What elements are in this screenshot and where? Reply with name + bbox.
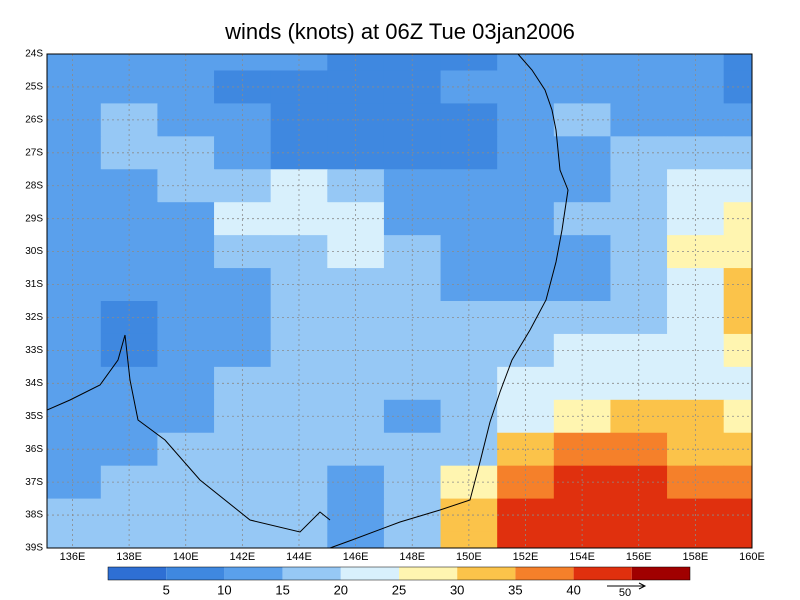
y-tick-label: 36S: [25, 444, 43, 455]
reference-arrow-head: [638, 582, 647, 590]
y-tick-label: 30S: [25, 246, 43, 257]
y-tick-label: 29S: [25, 213, 43, 224]
coastline-south: [47, 334, 331, 533]
colorbar-box: [224, 567, 283, 580]
speed-cell: [100, 54, 158, 71]
colorbar-box: [457, 567, 516, 580]
colorbar-label: 20: [334, 582, 348, 597]
y-tick-label: 28S: [25, 180, 43, 191]
speed-cell: [497, 465, 555, 500]
colorbar-box: [631, 567, 690, 580]
speed-cell: [667, 70, 725, 104]
speed-cell: [327, 301, 385, 335]
y-tick-label: 38S: [25, 510, 43, 521]
speed-cell: [327, 465, 385, 500]
colorbar-box: [515, 567, 574, 580]
speed-cell: [214, 54, 272, 71]
speed-cell: [440, 54, 498, 71]
colorbar-label: 35: [508, 582, 522, 597]
y-tick-label: 31S: [25, 279, 43, 290]
speed-cell: [157, 54, 215, 71]
speed-cell: [157, 465, 215, 500]
x-tick-label: 156E: [626, 551, 652, 563]
y-tick-label: 24S: [25, 49, 43, 60]
x-tick-label: 144E: [286, 551, 312, 563]
speed-cell: [610, 54, 668, 71]
x-tick-label: 152E: [513, 551, 539, 563]
colorbar-frame: [107, 566, 691, 581]
colorbar-box: [282, 567, 341, 580]
speed-cell: [497, 301, 555, 335]
colorbar-box: [573, 567, 632, 580]
x-tick-label: 140E: [173, 551, 199, 563]
colorbar-label: 25: [392, 582, 406, 597]
colorbar-label: 40: [566, 582, 580, 597]
colorbar-label: 5: [163, 582, 170, 597]
speed-cell: [327, 54, 385, 71]
speed-cell: [47, 54, 102, 71]
speed-cell: [723, 54, 752, 71]
colorbar-box: [166, 567, 225, 580]
x-tick-label: 154E: [569, 551, 595, 563]
colorbar-box: [108, 567, 167, 580]
y-tick-label: 35S: [25, 411, 43, 422]
colorbar-label: 10: [217, 582, 231, 597]
x-tick-label: 142E: [230, 551, 256, 563]
x-tick-label: 150E: [456, 551, 482, 563]
y-tick-label: 33S: [25, 345, 43, 356]
colorbar-label: 15: [275, 582, 289, 597]
coastline-east: [329, 54, 569, 548]
speed-cell: [47, 531, 102, 548]
x-tick-label: 138E: [116, 551, 142, 563]
y-tick-label: 25S: [25, 82, 43, 93]
y-tick-label: 26S: [25, 115, 43, 126]
y-tick-label: 27S: [25, 147, 43, 158]
colorbar-box: [399, 567, 458, 580]
x-tick-label: 136E: [60, 551, 86, 563]
colorbar: 5 10 15 20 25 30 35 40: [107, 566, 691, 597]
y-tick-label: 32S: [25, 312, 43, 323]
x-tick-label: 158E: [683, 551, 709, 563]
speed-cell: [667, 54, 725, 71]
reference-label: 50: [619, 587, 631, 599]
speed-cell: [383, 54, 442, 71]
speed-cell: [157, 301, 215, 335]
speed-cell: [667, 301, 725, 335]
x-tick-label: 148E: [399, 551, 425, 563]
speed-cell: [497, 70, 555, 104]
colorbar-box: [340, 567, 399, 580]
speed-cell: [157, 70, 215, 104]
y-tick-label: 39S: [25, 543, 43, 554]
speed-cell: [553, 54, 611, 71]
x-tick-label: 146E: [343, 551, 369, 563]
plot-frame: [46, 53, 753, 549]
speed-cell: [723, 531, 752, 548]
colorbar-label: 30: [450, 582, 464, 597]
y-tick-label: 37S: [25, 477, 43, 488]
y-tick-label: 34S: [25, 378, 43, 389]
coastline: [47, 54, 569, 548]
speed-cell: [667, 465, 725, 500]
chart-title: winds (knots) at 06Z Tue 03jan2006: [224, 19, 575, 44]
speed-cell: [327, 70, 385, 104]
x-tick-label: 160E: [739, 551, 765, 563]
speed-cell: [270, 54, 328, 71]
